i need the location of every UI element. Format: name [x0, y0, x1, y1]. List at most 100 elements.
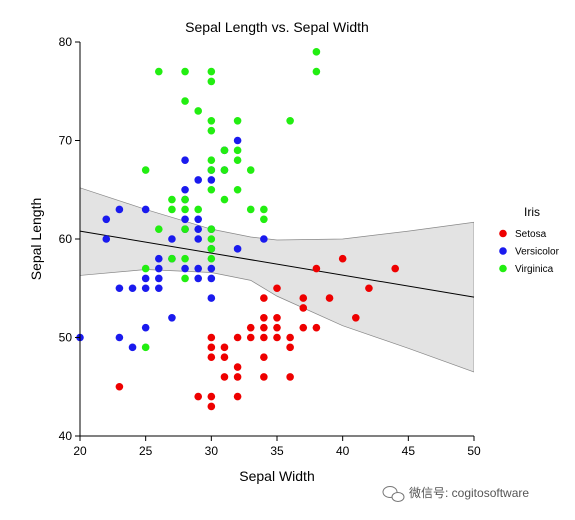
data-point-setosa	[312, 323, 321, 332]
data-point-virginica	[207, 117, 216, 125]
data-point-versicolor	[102, 235, 111, 243]
data-point-setosa	[365, 284, 373, 293]
x-tick-label: 20	[73, 444, 87, 458]
data-point-virginica	[181, 97, 189, 105]
data-point-versicolor	[168, 314, 176, 322]
data-point-virginica	[181, 225, 189, 233]
data-point-virginica	[168, 254, 176, 263]
data-point-setosa	[233, 373, 242, 381]
data-point-virginica	[207, 235, 216, 243]
data-point-setosa	[233, 333, 242, 342]
data-point-virginica	[207, 254, 216, 263]
data-point-setosa	[391, 264, 400, 273]
data-point-setosa	[286, 373, 294, 381]
data-point-versicolor	[194, 274, 202, 283]
data-point-virginica	[194, 205, 202, 214]
data-point-versicolor	[155, 254, 163, 263]
y-tick-label: 80	[59, 35, 73, 49]
data-point-setosa	[260, 314, 268, 322]
data-point-virginica	[260, 205, 268, 214]
data-point-virginica	[194, 107, 202, 115]
legend-title: Iris	[524, 205, 540, 219]
data-point-versicolor	[233, 245, 242, 253]
series-virginica	[141, 48, 321, 352]
data-point-virginica	[220, 146, 229, 155]
x-tick-label: 45	[402, 444, 416, 458]
data-point-virginica	[181, 195, 189, 204]
data-point-setosa	[299, 304, 308, 312]
data-point-virginica	[181, 205, 189, 214]
x-tick-label: 25	[139, 444, 153, 458]
data-point-setosa	[273, 333, 281, 342]
data-point-versicolor	[155, 264, 163, 273]
data-point-setosa	[260, 333, 268, 342]
data-point-setosa	[286, 333, 294, 342]
data-point-versicolor	[233, 136, 242, 145]
data-point-setosa	[207, 333, 216, 342]
data-point-setosa	[260, 353, 268, 362]
data-point-virginica	[155, 225, 163, 233]
data-point-versicolor	[207, 176, 216, 184]
data-point-versicolor	[102, 215, 111, 224]
data-point-virginica	[233, 117, 242, 125]
data-point-setosa	[220, 343, 229, 352]
data-point-virginica	[181, 67, 189, 76]
data-point-virginica	[286, 117, 294, 125]
data-point-virginica	[207, 166, 216, 174]
data-point-versicolor	[207, 274, 216, 283]
data-point-versicolor	[181, 215, 189, 224]
data-point-versicolor	[141, 274, 150, 283]
data-point-versicolor	[141, 323, 150, 332]
y-axis-title: Sepal Length	[28, 198, 44, 281]
data-point-virginica	[233, 185, 242, 194]
data-point-virginica	[246, 166, 255, 174]
data-point-versicolor	[194, 215, 202, 224]
legend-label-setosa: Setosa	[515, 229, 547, 240]
data-point-virginica	[207, 67, 216, 76]
data-point-virginica	[181, 254, 189, 263]
data-point-versicolor	[260, 235, 268, 243]
data-point-virginica	[141, 166, 150, 174]
data-point-versicolor	[128, 343, 137, 352]
y-tick-label: 50	[59, 331, 73, 345]
data-point-virginica	[207, 245, 216, 253]
data-point-virginica	[207, 77, 216, 86]
data-point-setosa	[194, 392, 202, 401]
data-point-versicolor	[141, 284, 150, 293]
y-tick-label: 40	[59, 429, 73, 443]
data-point-setosa	[220, 373, 229, 381]
confidence-band	[80, 187, 474, 373]
data-point-versicolor	[168, 235, 176, 243]
data-point-setosa	[325, 294, 334, 302]
watermark-text: 微信号: cogitosoftware	[409, 486, 529, 500]
legend-marker-virginica	[499, 264, 507, 273]
data-point-setosa	[286, 343, 294, 352]
data-point-versicolor	[115, 284, 124, 293]
legend-marker-versicolor	[499, 247, 507, 255]
y-tick-label: 60	[59, 232, 73, 246]
data-point-virginica	[141, 343, 150, 352]
data-point-setosa	[352, 314, 360, 322]
chart-title: Sepal Length vs. Sepal Width	[185, 19, 369, 35]
series-setosa	[115, 254, 400, 411]
data-point-virginica	[233, 146, 242, 155]
data-point-versicolor	[207, 264, 216, 273]
data-point-versicolor	[181, 264, 189, 273]
data-point-setosa	[207, 402, 216, 411]
x-tick-label: 30	[205, 444, 219, 458]
data-point-virginica	[141, 264, 150, 273]
data-point-setosa	[115, 382, 124, 391]
regression-line	[79, 230, 475, 298]
data-point-versicolor	[155, 274, 163, 283]
data-point-versicolor	[128, 284, 137, 293]
data-point-virginica	[207, 225, 216, 233]
data-point-setosa	[233, 363, 242, 371]
data-point-versicolor	[155, 284, 163, 293]
data-point-virginica	[233, 156, 242, 164]
x-tick-label: 40	[336, 444, 350, 458]
data-point-versicolor	[194, 235, 202, 243]
legend-marker-setosa	[499, 229, 507, 238]
data-point-versicolor	[181, 156, 189, 164]
data-point-virginica	[312, 48, 321, 56]
